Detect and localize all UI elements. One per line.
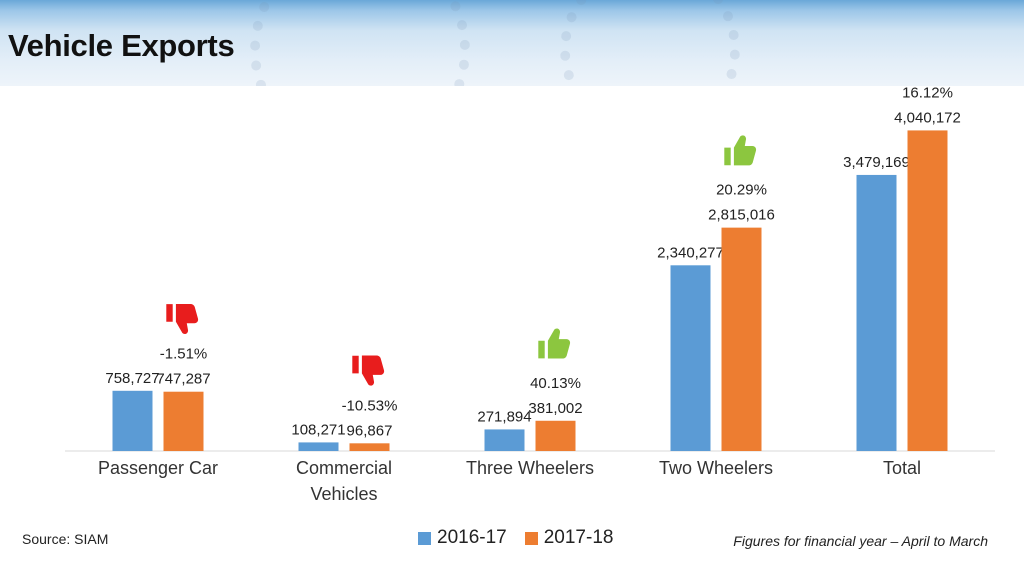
bar-2017-18-0 <box>163 391 204 451</box>
legend-item-2016-17: 2016-17 <box>418 527 507 549</box>
percent-change-label: 20.29% <box>716 182 767 199</box>
bar-2016-17-4 <box>856 174 897 452</box>
percent-change-label: 40.13% <box>530 375 581 392</box>
bar-2017-18-3 <box>721 227 762 451</box>
bar-2017-18-4 <box>907 130 948 451</box>
x-tick-label: Total <box>883 458 921 478</box>
percent-change-label: 16.12% <box>902 86 953 101</box>
x-tick-label: Two Wheelers <box>659 458 773 478</box>
legend-label-2016-17: 2016-17 <box>437 527 507 548</box>
bar-2017-18-2 <box>535 420 576 451</box>
legend-label-2017-18: 2017-18 <box>543 527 614 548</box>
data-label: 3,479,169 <box>843 154 910 171</box>
data-label: 108,271 <box>291 421 345 438</box>
bar-2017-18-1 <box>349 443 390 451</box>
x-tick-label: Three Wheelers <box>466 458 594 478</box>
percent-change-label: -1.51% <box>160 346 208 363</box>
thumbs-up-icon <box>724 135 757 166</box>
bar-2016-17-2 <box>484 429 525 451</box>
chart-legend: 2016-17 2017-18 <box>418 527 613 549</box>
header-banner: Vehicle Exports <box>0 0 1024 86</box>
data-label: 758,727 <box>105 370 159 387</box>
data-label: 271,894 <box>477 408 531 425</box>
legend-swatch-2016-17 <box>418 531 431 545</box>
source-note: Source: SIAM <box>22 531 109 547</box>
percent-change-label: -10.53% <box>342 397 398 414</box>
bar-2016-17-0 <box>112 390 153 451</box>
data-label: 96,867 <box>347 422 393 439</box>
legend-item-2017-18: 2017-18 <box>524 527 614 549</box>
banner-gear-decoration <box>560 0 740 86</box>
x-tick-label: Vehicles <box>310 484 377 504</box>
data-label: 2,340,277 <box>657 244 724 261</box>
thumbs-up-icon <box>538 328 571 359</box>
data-label: 381,002 <box>528 400 582 417</box>
data-label: 4,040,172 <box>894 109 961 126</box>
x-tick-label: Passenger Car <box>98 458 218 478</box>
bar-2016-17-1 <box>298 442 339 451</box>
banner-gear-decoration <box>250 0 470 86</box>
page-title: Vehicle Exports <box>8 28 235 63</box>
data-label: 2,815,016 <box>708 207 775 224</box>
data-label: 747,287 <box>156 371 210 388</box>
thumbs-down-icon <box>352 355 385 386</box>
legend-swatch-2017-18 <box>524 531 538 545</box>
financial-year-note: Figures for financial year – April to Ma… <box>733 533 988 549</box>
thumbs-down-icon <box>166 303 199 335</box>
x-tick-label: Commercial <box>296 458 392 478</box>
bar-2016-17-3 <box>670 265 711 451</box>
